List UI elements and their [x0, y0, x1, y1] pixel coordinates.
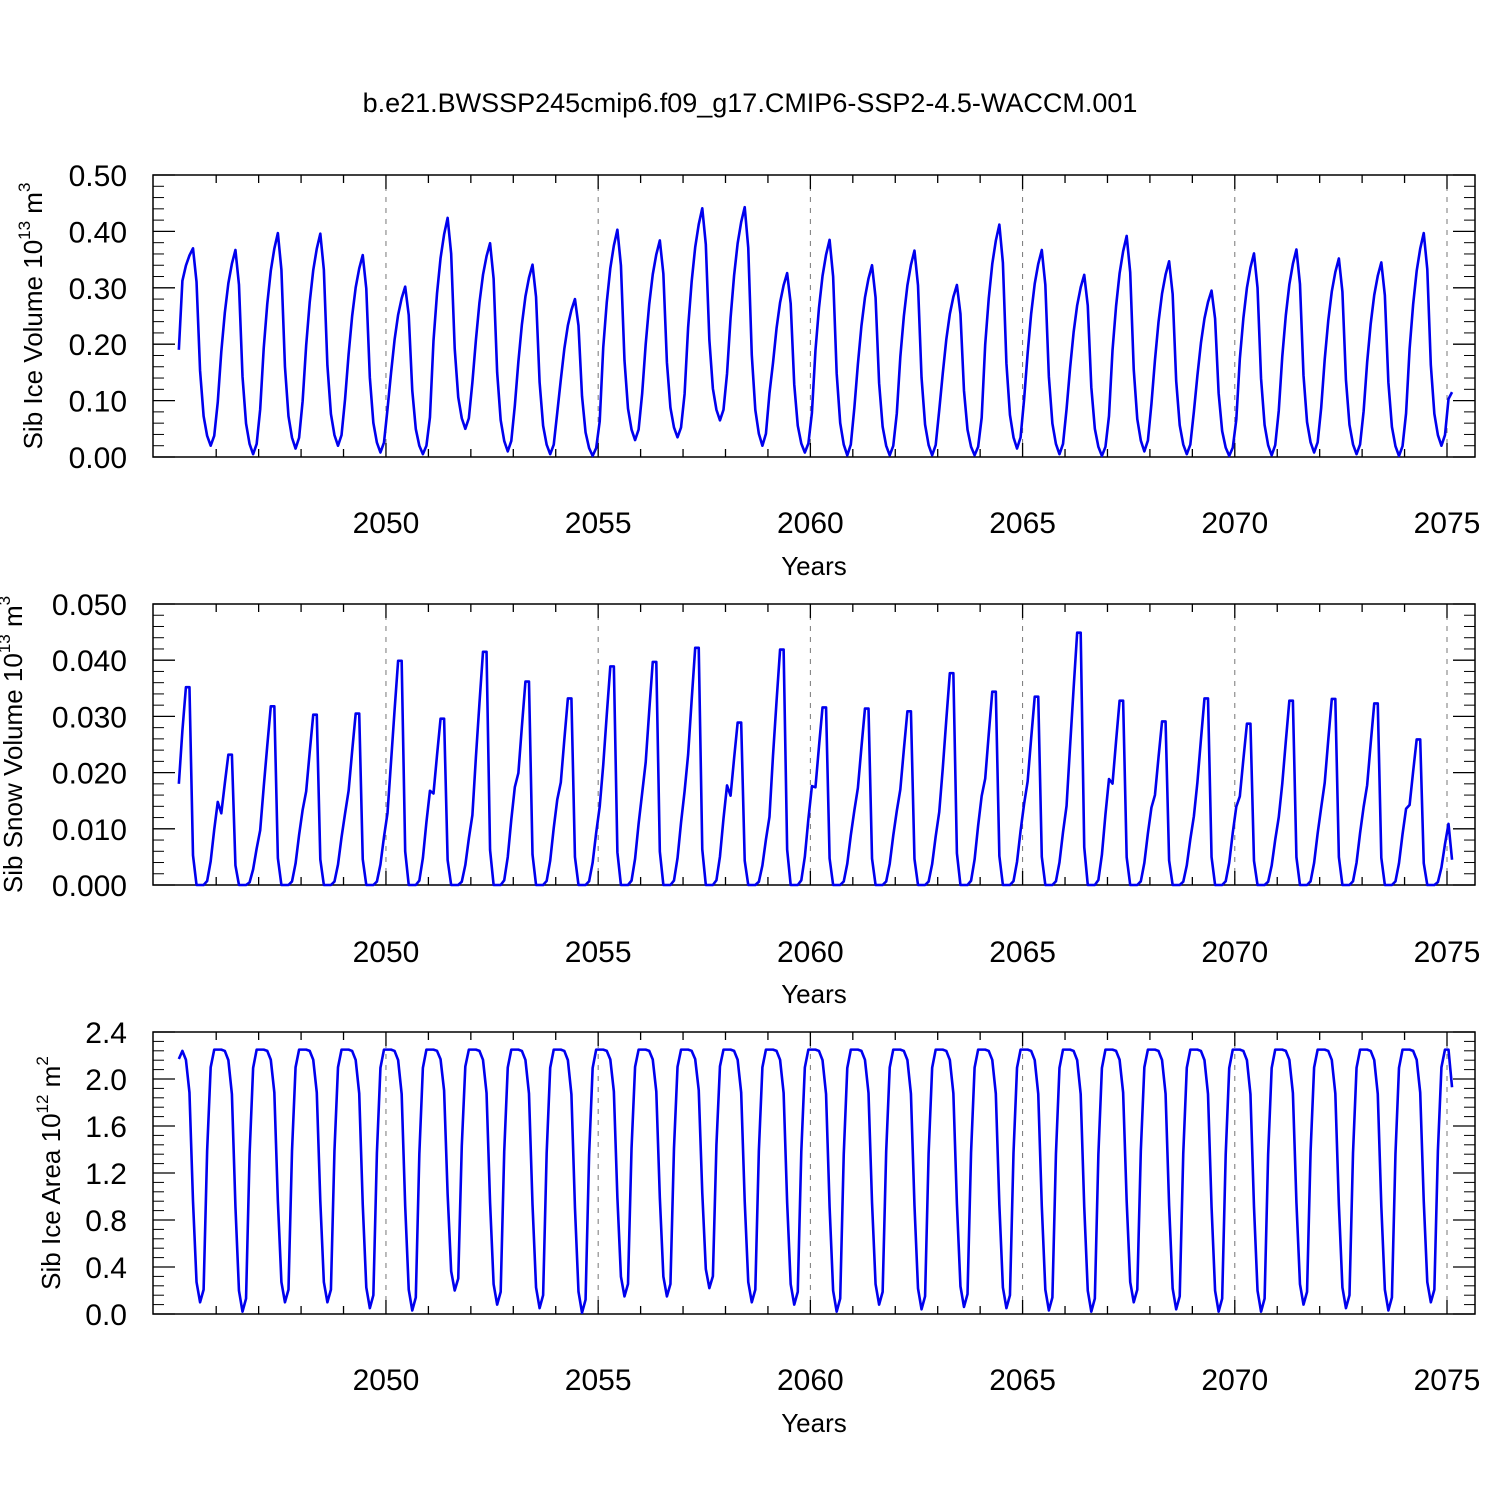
- x-axis-title: Years: [781, 1408, 847, 1438]
- y-title-exponent: 13: [15, 221, 34, 240]
- y-tick-label: 0.00: [69, 442, 127, 475]
- y-tick-label: 2.0: [85, 1064, 127, 1097]
- x-tick-label: 2050: [353, 507, 420, 540]
- y-tick-label: 0.20: [69, 329, 127, 362]
- y-title-exponent: 13: [0, 634, 14, 653]
- x-tick-label: 2055: [565, 507, 632, 540]
- y-title-prefix: Sib Snow Volume 10: [0, 653, 28, 893]
- x-tick-label: 2070: [1201, 936, 1268, 969]
- panel-sib-snow-volume: 2050 2055 2060 2065 2070 2075 Years 0.000 0.010 0…: [0, 589, 1480, 1009]
- y-title-unit: m: [0, 605, 28, 634]
- x-tick-label: 2075: [1414, 936, 1481, 969]
- y-tick-label: 1.2: [85, 1158, 127, 1191]
- y-tick-label: 0.8: [85, 1205, 127, 1238]
- x-axis-title: Years: [781, 551, 847, 581]
- chart-title: b.e21.BWSSP245cmip6.f09_g17.CMIP6-SSP2-4…: [363, 88, 1138, 118]
- y-tick-label: 1.6: [85, 1111, 127, 1144]
- x-tick-label: 2075: [1414, 507, 1481, 540]
- y-tick-label: 0.4: [85, 1252, 127, 1285]
- y-tick-label: 0.0: [85, 1299, 127, 1332]
- y-title-prefix: Sib Ice Volume 10: [18, 240, 48, 450]
- x-tick-label: 2060: [777, 1364, 844, 1397]
- y-tick-label: 0.020: [52, 758, 127, 791]
- x-tick-label: 2050: [353, 936, 420, 969]
- plot-frame: [152, 1031, 1476, 1315]
- y-title-unit-exponent: 2: [33, 1056, 52, 1065]
- y-tick-label: 0.50: [69, 160, 127, 193]
- x-tick-label: 2055: [565, 936, 632, 969]
- plot-frame: [152, 603, 1476, 886]
- panel-sib-ice-area: 2050 2055 2060 2065 2070 2075 Years 0.0 0.4 0.8 1.…: [33, 1017, 1480, 1438]
- y-tick-label: 0.040: [52, 645, 127, 678]
- series-line: [177, 205, 1454, 458]
- x-tick-label: 2070: [1201, 507, 1268, 540]
- y-title-unit: m: [36, 1066, 66, 1095]
- x-tick-label: 2060: [777, 507, 844, 540]
- y-tick-label: 0.030: [52, 701, 127, 734]
- panels: 2050 2055 2060 2065 2070 2075 Years 0.00 0.10 0.2…: [0, 160, 1480, 1438]
- series-line: [177, 1048, 1454, 1315]
- y-axis-title: Sib Ice Volume 1013 m3: [15, 183, 48, 450]
- y-title-exponent: 12: [33, 1095, 52, 1114]
- y-title-unit-exponent: 3: [0, 596, 14, 605]
- y-tick-label: 0.10: [69, 386, 127, 419]
- y-axis-title: Sib Ice Area 1012 m2: [33, 1056, 66, 1290]
- y-axis-title: Sib Snow Volume 1013 m3: [0, 596, 28, 893]
- y-tick-label: 0.050: [52, 589, 127, 622]
- y-tick-label: 0.000: [52, 870, 127, 903]
- series-line: [177, 631, 1454, 887]
- x-tick-label: 2050: [353, 1364, 420, 1397]
- y-title-prefix: Sib Ice Area 10: [36, 1113, 66, 1289]
- x-tick-label: 2065: [989, 507, 1056, 540]
- y-tick-label: 0.010: [52, 814, 127, 847]
- x-tick-label: 2060: [777, 936, 844, 969]
- x-axis-title: Years: [781, 979, 847, 1009]
- y-tick-label: 0.30: [69, 273, 127, 306]
- panel-sib-ice-volume: 2050 2055 2060 2065 2070 2075 Years 0.00 0.10 0.2…: [15, 160, 1480, 581]
- x-tick-label: 2065: [989, 1364, 1056, 1397]
- x-tick-label: 2055: [565, 1364, 632, 1397]
- y-tick-label: 0.40: [69, 216, 127, 249]
- plot-frame: [152, 174, 1476, 458]
- y-tick-label: 2.4: [85, 1017, 127, 1050]
- y-title-unit-exponent: 3: [15, 183, 34, 192]
- x-tick-label: 2070: [1201, 1364, 1268, 1397]
- x-tick-label: 2065: [989, 936, 1056, 969]
- x-tick-label: 2075: [1414, 1364, 1481, 1397]
- y-title-unit: m: [18, 192, 48, 221]
